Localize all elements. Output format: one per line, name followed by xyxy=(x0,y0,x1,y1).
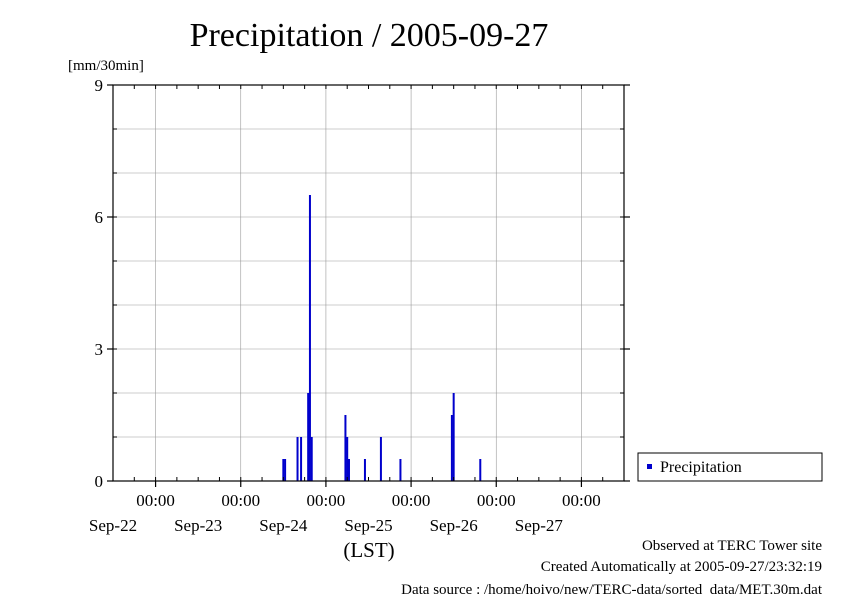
precipitation-bar xyxy=(452,393,455,481)
axis-ticks: 0 3 6 9 00:00 Sep-22 00:00 Sep-23 00:00 Sep-24 00:… xyxy=(89,76,630,535)
precipitation-bar xyxy=(346,437,349,481)
plot-frame xyxy=(112,84,625,482)
precipitation-bar xyxy=(284,459,287,481)
footer-observed: Observed at TERC Tower site xyxy=(642,538,822,554)
y-tick-label: 9 xyxy=(95,76,104,95)
chart-title: Precipitation / 2005-09-27 xyxy=(190,17,549,54)
precipitation-bar xyxy=(300,437,303,481)
legend-label: Precipitation xyxy=(660,459,742,476)
x-axis-label: (LST) xyxy=(343,538,394,562)
x-time-label: 00:00 xyxy=(562,491,601,510)
footer-created: Created Automatically at 2005-09-27/23:3… xyxy=(541,559,822,575)
precipitation-bar xyxy=(307,393,310,481)
legend: Precipitation xyxy=(637,452,823,482)
y-axis-label: [mm/30min] xyxy=(68,58,144,74)
precipitation-bar xyxy=(310,437,313,481)
precipitation-bar xyxy=(479,459,482,481)
precipitation-bar xyxy=(344,415,347,481)
precipitation-bar xyxy=(450,415,453,481)
x-date-label: Sep-24 xyxy=(259,516,308,535)
y-tick-label: 0 xyxy=(95,472,104,491)
y-tick-label: 6 xyxy=(95,208,104,227)
precipitation-bar xyxy=(308,195,311,481)
x-date-label: Sep-27 xyxy=(515,516,564,535)
x-date-label: Sep-26 xyxy=(430,516,478,535)
x-date-label: Sep-22 xyxy=(89,516,137,535)
precipitation-bar xyxy=(363,459,366,481)
y-tick-label: 3 xyxy=(95,340,104,359)
x-time-label: 00:00 xyxy=(221,491,260,510)
precipitation-bar xyxy=(296,437,299,481)
x-date-label: Sep-23 xyxy=(174,516,222,535)
bars xyxy=(282,195,482,481)
x-time-label: 00:00 xyxy=(307,491,346,510)
x-time-label: 00:00 xyxy=(136,491,175,510)
legend-box xyxy=(637,452,823,482)
precipitation-bar xyxy=(399,459,402,481)
precipitation-bar xyxy=(347,459,350,481)
precipitation-bar xyxy=(282,459,285,481)
precipitation-bar xyxy=(379,437,382,481)
grid xyxy=(113,85,624,481)
x-date-label: Sep-25 xyxy=(344,516,392,535)
x-time-label: 00:00 xyxy=(477,491,516,510)
x-time-label: 00:00 xyxy=(392,491,431,510)
footer-data-source: Data source : /home/hoivo/new/TERC-data/… xyxy=(401,582,823,595)
legend-swatch xyxy=(647,464,652,469)
